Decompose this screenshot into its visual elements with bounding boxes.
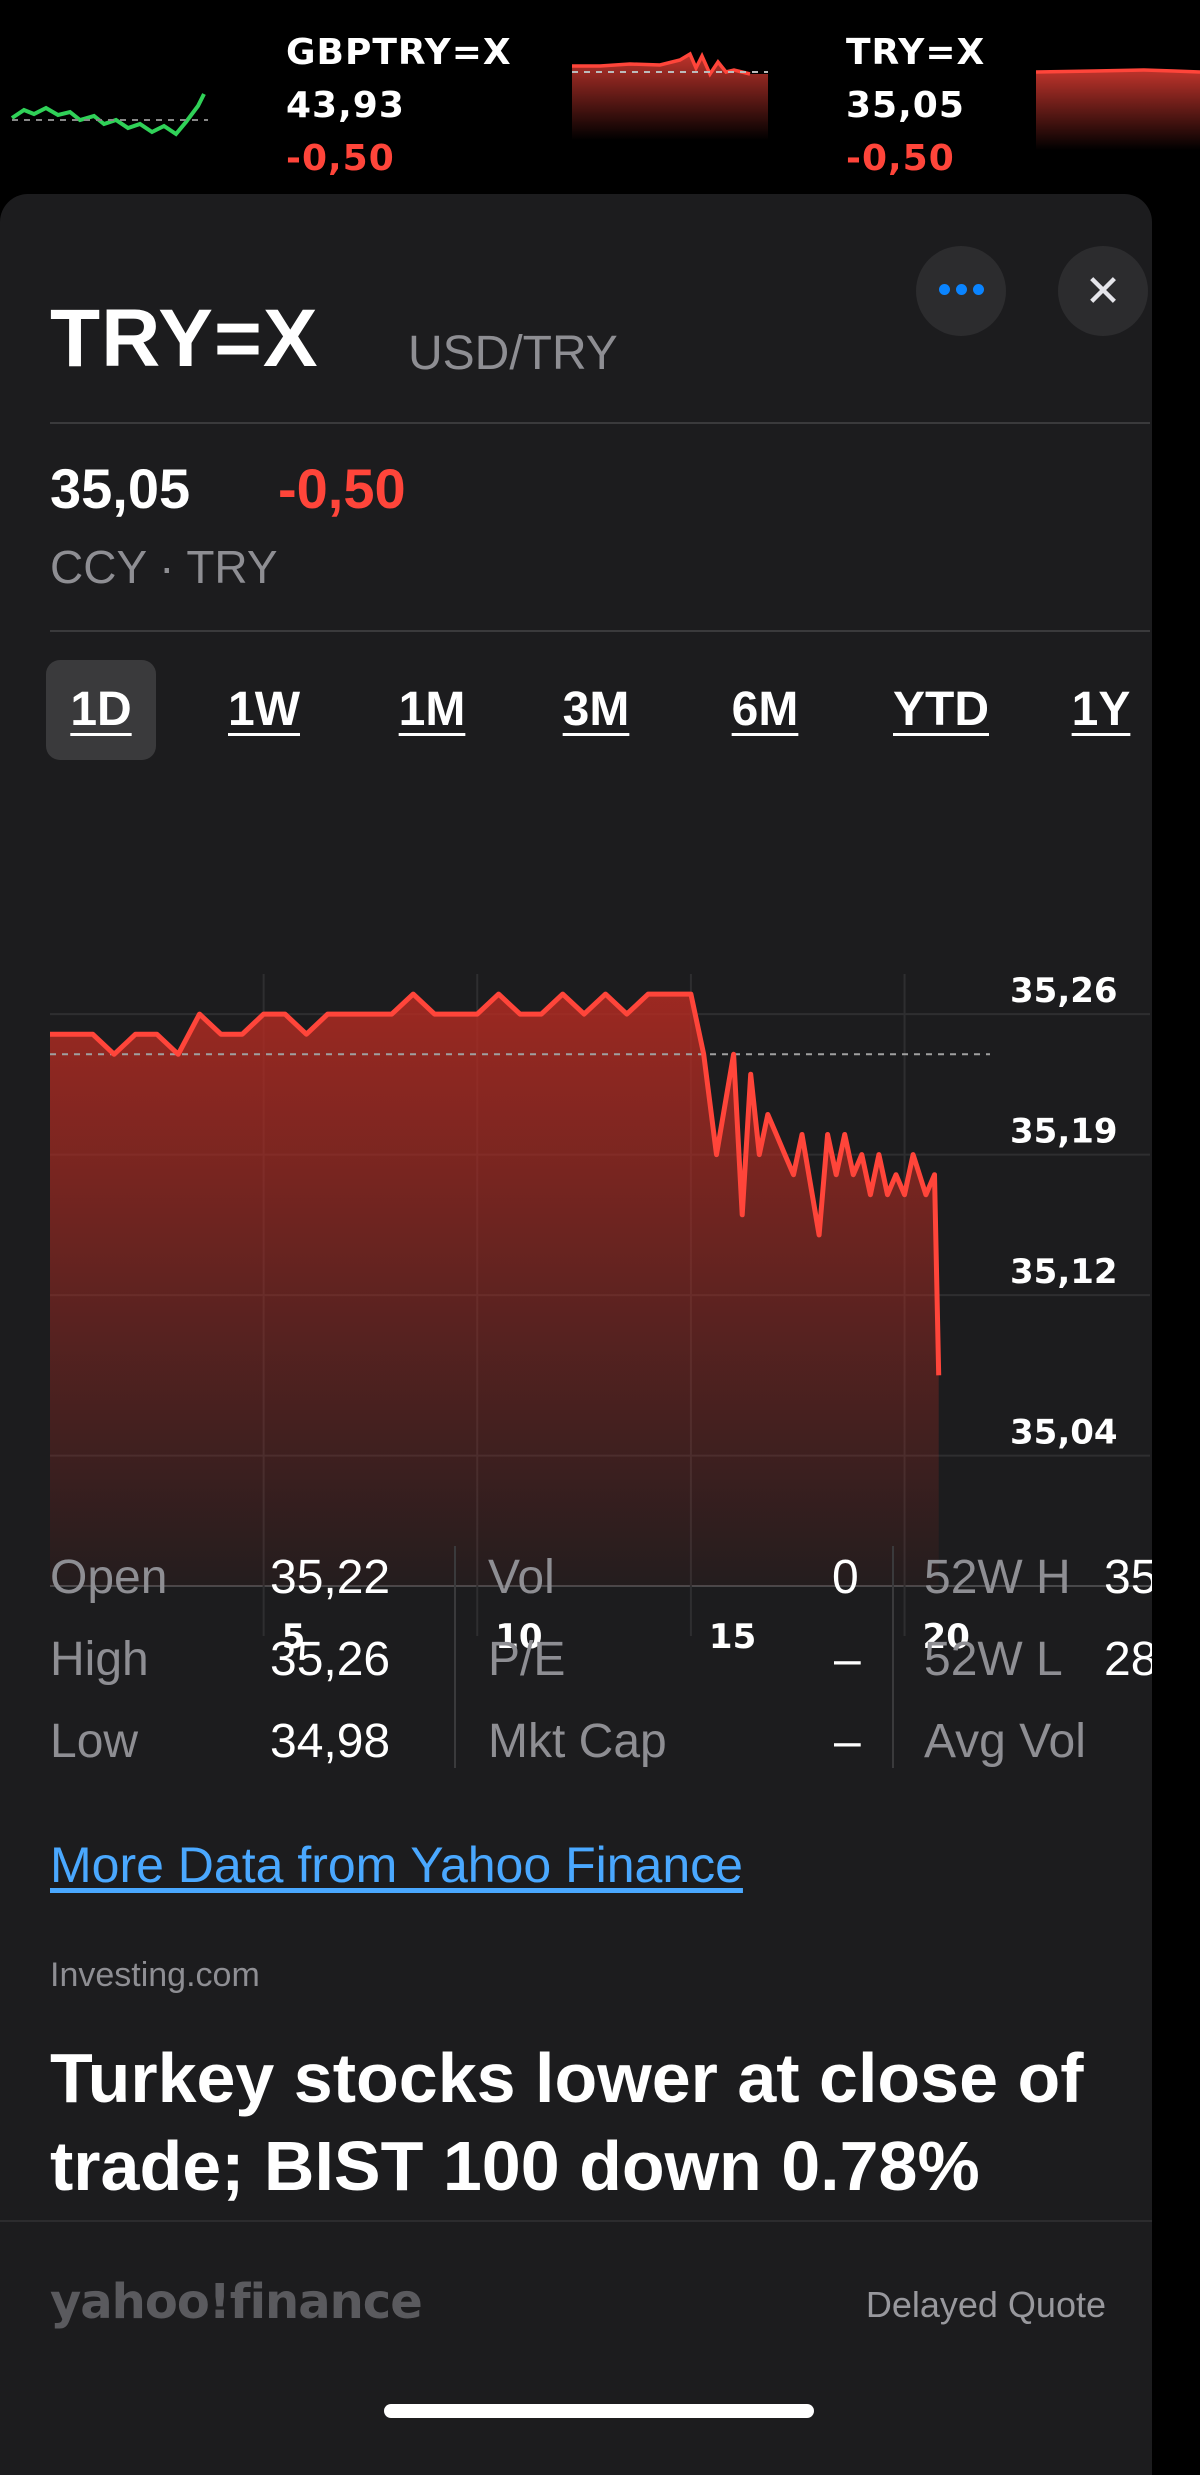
ticker-item-gbptry[interactable]: GBPTRY=X 43,93 -0,50: [286, 26, 512, 185]
tab-1w[interactable]: 1W: [228, 683, 300, 736]
divider: [50, 630, 1150, 632]
stat-mktcap-label: Mkt Cap: [488, 1715, 667, 1768]
y-tick-label: 35,12: [1010, 1252, 1118, 1292]
tab-1d[interactable]: 1D: [46, 660, 156, 760]
tab-1y[interactable]: 1Y: [1071, 683, 1131, 736]
y-tick-label: 35,26: [1010, 971, 1118, 1011]
ticker-strip[interactable]: GBPTRY=X 43,93 -0,50 TRY=X 35,05 -0,50: [0, 0, 1200, 190]
tab-ytd[interactable]: YTD: [893, 683, 989, 736]
ticker-price: 35,05: [846, 85, 965, 126]
range-selector[interactable]: 1D 1W 1M 3M 6M YTD 1Y: [46, 660, 1152, 760]
column-divider: [454, 1546, 456, 1768]
sparkline-prev: [10, 93, 208, 137]
sparkline-gbptry: [572, 51, 768, 140]
news-headline[interactable]: Turkey stocks lower at close of trade; B…: [50, 2039, 1084, 2205]
page-title: TRY=X: [50, 293, 319, 384]
stat-open-label: Open: [50, 1551, 168, 1604]
column-divider: [892, 1546, 894, 1768]
stat-52wl-value: 28: [1104, 1633, 1152, 1686]
y-tick-label: 35,19: [1010, 1112, 1118, 1152]
page-subtitle: USD/TRY: [408, 327, 618, 380]
tab-1m[interactable]: 1M: [398, 683, 466, 736]
stat-mktcap-value: –: [834, 1715, 861, 1768]
stat-high-value: 35,26: [270, 1633, 391, 1686]
ellipsis-icon: [936, 282, 987, 300]
ticker-symbol: TRY=X: [846, 32, 986, 73]
exchange-label: CCY · TRY: [50, 541, 278, 593]
close-button[interactable]: ✕: [1058, 246, 1148, 336]
stat-open-value: 35,22: [270, 1551, 391, 1604]
ticker-price: 43,93: [286, 85, 405, 126]
stat-low-value: 34,98: [270, 1715, 391, 1768]
current-price: 35,05: [50, 457, 191, 520]
ticker-change: -0,50: [286, 138, 395, 179]
ticker-change: -0,50: [846, 138, 955, 179]
stat-vol-value: 0: [832, 1551, 859, 1604]
stat-low-label: Low: [50, 1715, 139, 1768]
price-change: -0,50: [278, 457, 406, 520]
stat-52wh-value: 35: [1104, 1551, 1152, 1604]
divider: [50, 422, 1150, 424]
tab-3m[interactable]: 3M: [562, 683, 630, 736]
price-chart[interactable]: 35,26 35,19 35,12 35,04 5 10 15 20: [0, 774, 1152, 1657]
stat-pe-value: –: [834, 1633, 861, 1686]
home-indicator[interactable]: [384, 2404, 814, 2418]
delayed-quote-label: Delayed Quote: [865, 2284, 1106, 2325]
tab-6m[interactable]: 6M: [731, 683, 799, 736]
ticker-item-try[interactable]: TRY=X 35,05 -0,50: [846, 26, 985, 185]
stat-high-label: High: [50, 1633, 149, 1686]
x-tick-label: 10: [495, 1617, 542, 1654]
x-tick-label: 20: [923, 1617, 970, 1654]
chart-area: [50, 994, 939, 1586]
sparkline-try: [1035, 68, 1200, 150]
more-button[interactable]: [916, 246, 1006, 336]
footer: yahoo!finance Delayed Quote: [0, 2220, 1152, 2475]
yahoo-finance-logo[interactable]: yahoo!finance: [50, 2274, 423, 2330]
ticker-symbol: GBPTRY=X: [286, 32, 512, 73]
stat-52wl-label: 52W L: [924, 1633, 1063, 1686]
quote-card: ✕ TRY=X USD/TRY 35,05 -0,50 CCY · TRY 1D…: [0, 194, 1152, 2475]
stat-pe-label: P/E: [488, 1633, 566, 1686]
y-tick-label: 35,04: [1010, 1413, 1118, 1453]
news-source: Investing.com: [50, 1956, 260, 1994]
close-icon: ✕: [1084, 265, 1122, 317]
stat-52wh-label: 52W H: [924, 1551, 1071, 1604]
chart-line: [50, 991, 942, 1376]
x-tick-label: 15: [709, 1617, 756, 1654]
stat-avgvol-label: Avg Vol: [924, 1715, 1086, 1768]
x-tick-label: 5: [282, 1617, 306, 1654]
more-data-link[interactable]: More Data from Yahoo Finance: [50, 1837, 743, 1893]
stat-vol-label: Vol: [488, 1551, 555, 1604]
